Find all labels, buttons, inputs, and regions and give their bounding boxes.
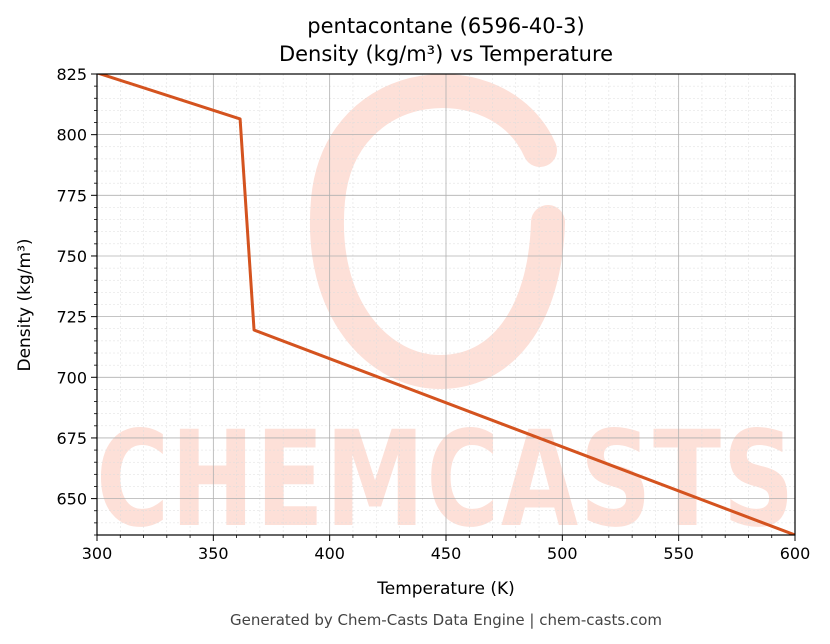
y-axis: 650 675 700 725 750 775 800 825 [56,65,97,536]
chemcasts-watermark: CHEMCASTS [96,74,796,557]
x-tick-label: 550 [663,544,694,563]
series-layer [97,74,795,535]
y-tick-label: 650 [56,490,87,509]
y-tick-label: 750 [56,247,87,266]
y-axis-label: Density (kg/m³) [15,238,35,371]
y-tick-label: 700 [56,368,87,387]
x-axis: 300 350 400 450 500 550 600 [82,535,811,563]
x-tick-label: 400 [314,544,345,563]
footer-credit: Generated by Chem-Casts Data Engine | ch… [230,611,662,629]
x-tick-label: 350 [198,544,229,563]
y-tick-label: 725 [56,308,87,327]
x-axis-label: Temperature (K) [376,579,515,599]
x-tick-label: 300 [82,544,113,563]
y-tick-label: 825 [56,65,87,84]
major-grid [96,73,796,535]
watermark-text: CHEMCASTS [96,403,796,557]
y-tick-label: 775 [56,186,87,205]
chart-title-line-1: pentacontane (6596-40-3) [307,14,584,38]
watermark-logo-ring-icon [309,74,565,390]
chart-title-line-2: Density (kg/m³) vs Temperature [279,42,613,66]
x-tick-label: 450 [431,544,462,563]
y-tick-label: 675 [56,429,87,448]
y-tick-label: 800 [56,126,87,145]
series-line-density [97,74,795,535]
x-tick-label: 500 [547,544,578,563]
x-tick-label: 600 [780,544,811,563]
